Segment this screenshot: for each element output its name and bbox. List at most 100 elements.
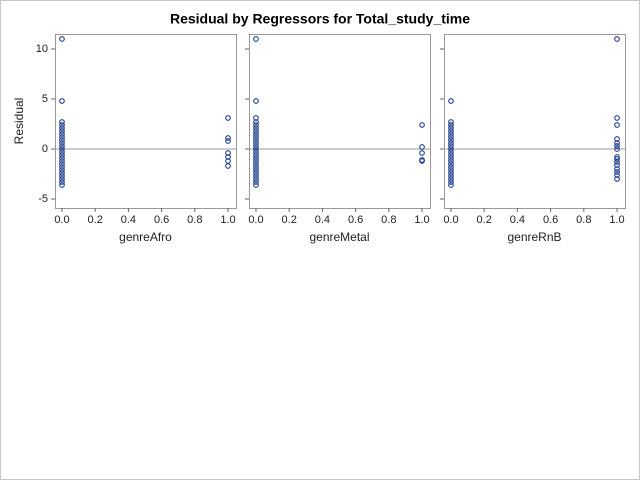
point [59, 155, 65, 161]
x-tick-label: 0.0 [443, 214, 458, 226]
point [253, 122, 259, 128]
point [253, 143, 259, 149]
x-tick-label: 0.0 [248, 214, 263, 226]
point [448, 155, 454, 161]
point [448, 146, 454, 152]
point [59, 158, 65, 164]
point [59, 143, 65, 149]
point [59, 146, 65, 152]
point [614, 140, 620, 146]
y-axis-label: Residual [12, 98, 26, 145]
x-tick-label: 1.0 [414, 214, 429, 226]
point [225, 115, 231, 121]
point [448, 158, 454, 164]
point [448, 182, 454, 188]
point [59, 131, 65, 137]
point [59, 182, 65, 188]
point [448, 161, 454, 167]
point [614, 172, 620, 178]
x-tick-label: 0.8 [187, 214, 202, 226]
point [419, 122, 425, 128]
x-tick-label: 1.0 [609, 214, 624, 226]
point [253, 146, 259, 152]
point [614, 136, 620, 142]
point [253, 36, 259, 42]
point [448, 125, 454, 131]
plot-frame [444, 34, 626, 209]
point [253, 98, 259, 104]
plot-frame [55, 34, 237, 209]
point [59, 173, 65, 179]
point [253, 119, 259, 125]
x-tick-label: 0.8 [576, 214, 591, 226]
point [253, 128, 259, 134]
y-tick-label: 0 [42, 143, 48, 155]
point [614, 156, 620, 162]
point [614, 169, 620, 175]
point [253, 137, 259, 143]
y-tick-label: 10 [36, 43, 48, 55]
point [614, 162, 620, 168]
point [225, 150, 231, 156]
chart-title: Residual by Regressors for Total_study_t… [170, 11, 470, 27]
point [448, 176, 454, 182]
point [253, 179, 259, 185]
x-tick-label: 0.6 [348, 214, 363, 226]
point [253, 155, 259, 161]
point [253, 173, 259, 179]
x-tick-label: 0.2 [477, 214, 492, 226]
point [59, 164, 65, 170]
x-tick-label: 0.4 [315, 214, 330, 226]
point [253, 149, 259, 155]
point [59, 122, 65, 128]
point [253, 176, 259, 182]
point [448, 98, 454, 104]
point [448, 149, 454, 155]
point [448, 119, 454, 125]
point [59, 170, 65, 176]
point [59, 161, 65, 167]
point [448, 128, 454, 134]
x-tick-label: 0.8 [381, 214, 396, 226]
x-tick-label: 0.2 [88, 214, 103, 226]
point [253, 131, 259, 137]
point [253, 170, 259, 176]
x-axis-label: genreMetal [309, 230, 369, 244]
point [253, 134, 259, 140]
point [59, 134, 65, 140]
point [419, 144, 425, 150]
x-tick-label: 0.0 [54, 214, 69, 226]
x-tick-label: 0.6 [154, 214, 169, 226]
point [59, 128, 65, 134]
x-axis-label: genreRnB [507, 230, 561, 244]
point [59, 137, 65, 143]
point [614, 122, 620, 128]
point [253, 140, 259, 146]
point [448, 137, 454, 143]
x-tick-label: 0.4 [510, 214, 525, 226]
point [614, 115, 620, 121]
point [59, 98, 65, 104]
point [253, 125, 259, 131]
point [59, 152, 65, 158]
x-tick-label: 0.6 [543, 214, 558, 226]
x-tick-label: 1.0 [220, 214, 235, 226]
point [59, 36, 65, 42]
point [253, 158, 259, 164]
point [59, 176, 65, 182]
point [448, 140, 454, 146]
point [448, 134, 454, 140]
point [448, 122, 454, 128]
x-tick-label: 0.4 [121, 214, 136, 226]
point [448, 167, 454, 173]
point [253, 152, 259, 158]
point [225, 154, 231, 160]
point [614, 143, 620, 149]
point [59, 167, 65, 173]
point [253, 182, 259, 188]
point [448, 152, 454, 158]
point [614, 146, 620, 152]
